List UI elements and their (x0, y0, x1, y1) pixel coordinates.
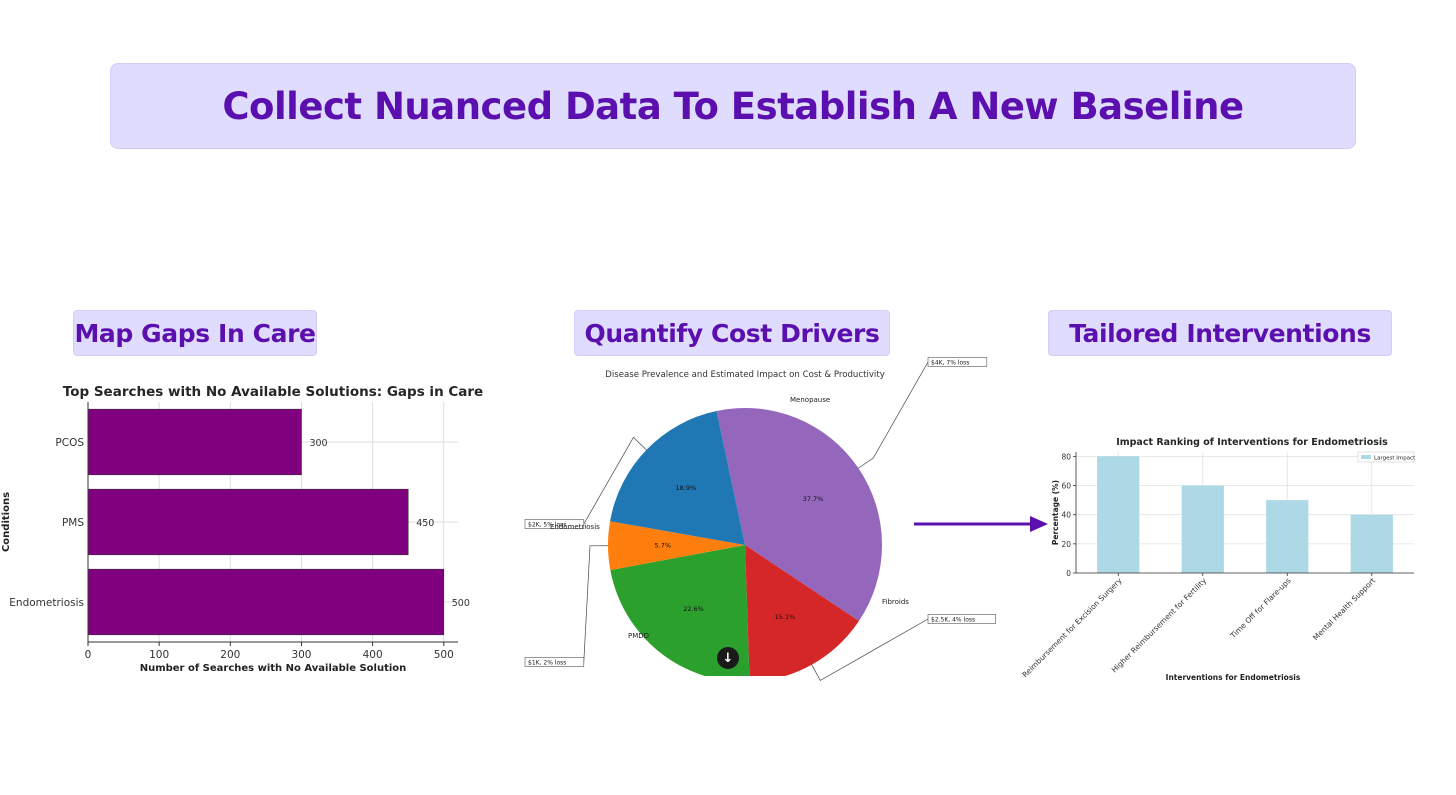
slice-annotation: $1K, 2% loss (528, 660, 566, 667)
slice-label: Fibroids (882, 598, 909, 606)
chart-title: Impact Ranking of Interventions for Endo… (1116, 437, 1388, 448)
annotation-box (927, 357, 988, 367)
x-tick-label: 200 (220, 649, 240, 661)
slice-annotation: $2K, 5% loss (528, 522, 566, 529)
slice-pct-label: 5.7% (655, 541, 672, 549)
y-tick-label: PCOS (55, 437, 84, 449)
header-banner: Collect Nuanced Data To Establish A New … (110, 63, 1356, 149)
annotation-box (524, 657, 585, 667)
pie-slice (610, 410, 745, 545)
pie-slice (745, 545, 859, 676)
section-label-gaps: Map Gaps In Care (73, 310, 317, 356)
data-label: 450 (416, 518, 434, 529)
y-tick-label: PMS (62, 517, 84, 529)
x-tick-label: 400 (363, 649, 383, 661)
y-axis-label: Conditions (1, 492, 12, 552)
slice-pct-label: 15.1% (775, 613, 796, 621)
y-axis-label: Percentage (%) (1051, 480, 1060, 545)
pie-slices (608, 408, 882, 676)
chart-title: Top Searches with No Available Solutions… (63, 384, 483, 400)
annotation-box (524, 519, 585, 529)
x-tick-label: 100 (149, 649, 169, 661)
x-tick-label: Higher Reimbursement for Fertility (1110, 576, 1209, 675)
bar (1097, 456, 1140, 573)
annotation-leader (583, 545, 609, 663)
legend-label: Largest Impact (1374, 456, 1416, 462)
impact-bar-chart: Impact Ranking of Interventions for Endo… (1020, 437, 1416, 682)
pie-slice (608, 521, 745, 571)
bar (87, 568, 445, 636)
x-tick-label: 300 (291, 649, 311, 661)
x-tick-label: 500 (434, 649, 454, 661)
scroll-down-button[interactable]: ↓ (717, 647, 739, 669)
page-title: Collect Nuanced Data To Establish A New … (222, 84, 1244, 128)
slice-label: Endometriosis (550, 523, 600, 531)
slice-label: PMDD (628, 632, 649, 640)
annotation-leader (858, 361, 929, 469)
bar (1350, 514, 1393, 573)
y-tick-label: 0 (1066, 569, 1071, 578)
y-tick-label: 20 (1061, 540, 1071, 549)
y-tick-label: 80 (1061, 452, 1071, 461)
flow-arrow-icon (914, 516, 1048, 532)
cost-pie-chart: Disease Prevalence and Estimated Impact … (524, 357, 996, 681)
annotation-leader (583, 436, 647, 525)
slice-pct-label: 37.7% (803, 495, 824, 503)
section-label-cost: Quantify Cost Drivers (574, 310, 890, 356)
slice-annotation: $4K, 7% loss (931, 360, 969, 367)
x-tick-label: Time Off for Flare-ups (1228, 576, 1293, 641)
y-tick-label: 40 (1061, 511, 1071, 520)
chart-title: Disease Prevalence and Estimated Impact … (605, 370, 885, 380)
x-tick-label: Reimbursement for Excision Surgery (1020, 576, 1124, 680)
annotation-leader (811, 618, 929, 681)
slice-pct-label: 18.9% (676, 484, 697, 492)
data-label: 500 (452, 598, 470, 609)
slice-pct-label: 22.6% (683, 605, 704, 613)
x-tick-label: Mental Health Support (1311, 576, 1377, 642)
y-tick-label: 60 (1061, 482, 1071, 491)
x-tick-label: 0 (85, 649, 92, 661)
pie-slice (610, 545, 750, 676)
y-tick-label: Endometriosis (9, 597, 84, 609)
annotation-box (927, 614, 996, 624)
legend-swatch (1361, 455, 1371, 459)
bar (1181, 485, 1224, 573)
data-label: 300 (309, 438, 327, 449)
bar (87, 408, 302, 476)
slice-label: Menopause (790, 396, 830, 404)
legend-box (1357, 451, 1415, 463)
slice-annotation: $2.5K, 4% loss (931, 617, 975, 624)
pie-slice (716, 408, 882, 622)
bar (87, 488, 409, 556)
x-axis-label: Number of Searches with No Available Sol… (140, 663, 407, 674)
gaps-bar-chart: Top Searches with No Available Solutions… (1, 384, 483, 674)
x-axis-label: Interventions for Endometriosis (1166, 673, 1301, 682)
bar (1266, 500, 1309, 573)
section-label-interventions: Tailored Interventions (1048, 310, 1392, 356)
